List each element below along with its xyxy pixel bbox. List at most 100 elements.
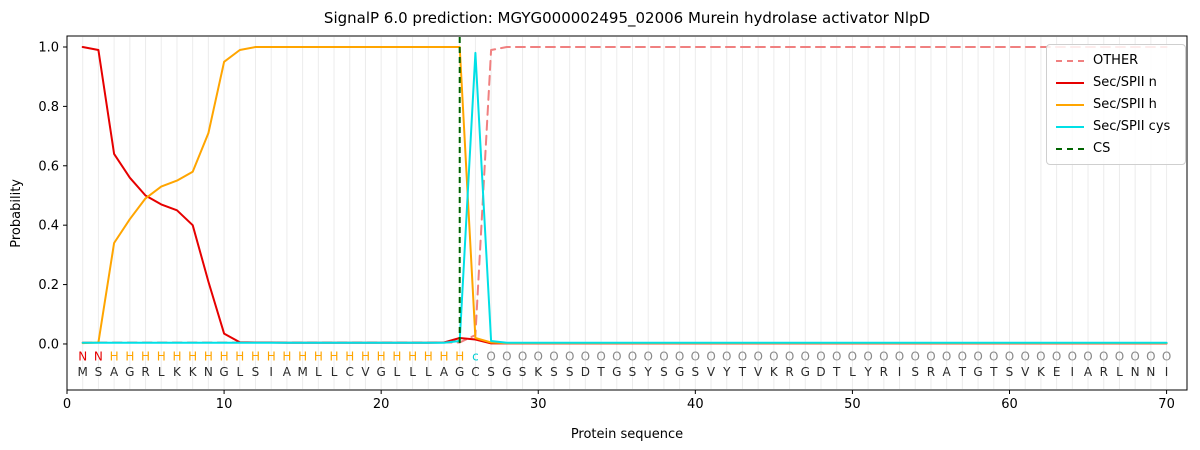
- sequence-letter: S: [629, 365, 637, 379]
- annotation-letter: O: [659, 349, 668, 363]
- legend-label: Sec/SPII n: [1093, 75, 1157, 90]
- series-line-other: [81, 46, 1168, 344]
- sequence-letter: V: [361, 365, 370, 379]
- sequence-letter: G: [125, 365, 134, 379]
- annotation-letter: H: [392, 349, 401, 363]
- annotation-letter: O: [549, 349, 558, 363]
- sequence-letter: T: [596, 365, 605, 379]
- legend-label: Sec/SPII cys: [1093, 119, 1171, 134]
- sequence-letter: Y: [863, 365, 872, 379]
- sequence-letter: A: [943, 365, 952, 379]
- annotation-letter: O: [911, 349, 920, 363]
- sequence-letter: K: [173, 365, 182, 379]
- annotation-letter: H: [298, 349, 307, 363]
- sequence-letter: A: [440, 365, 449, 379]
- sequence-letter: L: [394, 365, 401, 379]
- annotation-letter: O: [848, 349, 857, 363]
- annotation-letter: H: [424, 349, 433, 363]
- legend-item-sec-spii-h: Sec/SPII h: [1056, 96, 1176, 113]
- sequence-letter: G: [675, 365, 684, 379]
- annotation-letter: H: [204, 349, 213, 363]
- x-tick-label: 0: [63, 397, 71, 412]
- x-axis-label: Protein sequence: [570, 427, 684, 442]
- annotation-letter: O: [565, 349, 574, 363]
- legend-sec-spii-h-line-swatch: [1056, 103, 1084, 106]
- sequence-letter: L: [409, 365, 416, 379]
- sequence-letter: R: [927, 365, 935, 379]
- sequence-letter: N: [204, 365, 213, 379]
- annotation-letter: O: [753, 349, 762, 363]
- annotation-letter: O: [1130, 349, 1139, 363]
- sequence-letter: R: [141, 365, 149, 379]
- x-tick-label: 50: [844, 397, 861, 412]
- annotation-letter: H: [361, 349, 370, 363]
- legend-item-cs: CS: [1056, 140, 1176, 157]
- sequence-letter: C: [471, 365, 479, 379]
- annotation-letter: H: [377, 349, 386, 363]
- x-tick-label: 70: [1158, 397, 1175, 412]
- sequence-letter: A: [283, 365, 292, 379]
- annotation-letter: O: [769, 349, 778, 363]
- legend-cs-line-swatch: [1056, 147, 1084, 150]
- sequence-letter: L: [331, 365, 338, 379]
- annotation-letter: H: [110, 349, 119, 363]
- sequence-letter: S: [660, 365, 668, 379]
- sequence-letter: R: [785, 365, 793, 379]
- annotation-letter: O: [1068, 349, 1077, 363]
- sequence-letter: S: [550, 365, 558, 379]
- sequence-letter: G: [377, 365, 386, 379]
- legend-label: OTHER: [1093, 53, 1139, 68]
- annotation-letter: O: [596, 349, 605, 363]
- annotation-letter: H: [220, 349, 229, 363]
- sequence-letter: L: [425, 365, 432, 379]
- annotation-letter: O: [1005, 349, 1014, 363]
- axes-border: [66, 35, 1188, 391]
- sequence-letter: G: [612, 365, 621, 379]
- sequence-letter: L: [1116, 365, 1123, 379]
- annotation-letter: O: [738, 349, 747, 363]
- annotation-letter: O: [1099, 349, 1108, 363]
- legend-item-sec-spii-cys: Sec/SPII cys: [1056, 118, 1176, 135]
- sequence-letter: L: [849, 365, 856, 379]
- annotation-letter: O: [722, 349, 731, 363]
- sequence-letter: L: [315, 365, 322, 379]
- sequence-letter: S: [487, 365, 495, 379]
- x-tick-label: 30: [530, 397, 547, 412]
- sequence-letter: V: [1021, 365, 1030, 379]
- legend-label: CS: [1093, 141, 1111, 156]
- sequence-letter: K: [534, 365, 543, 379]
- annotation-letter: H: [188, 349, 197, 363]
- annotation-letter: H: [439, 349, 448, 363]
- annotation-letter: O: [973, 349, 982, 363]
- annotation-letter: O: [832, 349, 841, 363]
- sequence-letter: D: [816, 365, 825, 379]
- annotation-letter: H: [345, 349, 354, 363]
- sequence-letter: N: [1146, 365, 1155, 379]
- sequence-letter: R: [880, 365, 888, 379]
- legend-item-other: OTHER: [1056, 52, 1176, 69]
- annotation-letter: H: [314, 349, 323, 363]
- sequence-letter: S: [911, 365, 919, 379]
- sequence-letter: T: [989, 365, 998, 379]
- annotation-letter: O: [942, 349, 951, 363]
- sequence-letter: R: [1100, 365, 1108, 379]
- sequence-letter: K: [770, 365, 779, 379]
- annotation-letter: O: [502, 349, 511, 363]
- annotation-letter: H: [141, 349, 150, 363]
- annotation-letter: O: [1083, 349, 1092, 363]
- legend: OTHER Sec/SPII n Sec/SPII h Sec/SPII cys…: [1046, 44, 1186, 165]
- x-tick-label: 40: [687, 397, 704, 412]
- series-line-sec-spii-cys: [81, 51, 1168, 344]
- annotation-letter: O: [518, 349, 527, 363]
- sequence-letter: V: [754, 365, 763, 379]
- annotation-letter: c: [472, 349, 479, 363]
- sequence-letter: M: [297, 365, 307, 379]
- annotation-letter: O: [581, 349, 590, 363]
- sequence-letter: S: [519, 365, 527, 379]
- sequence-letter: T: [738, 365, 747, 379]
- sequence-letter: V: [707, 365, 716, 379]
- series-line-sec-spii-h: [81, 46, 1168, 345]
- sequence-letter: I: [1071, 365, 1075, 379]
- y-tick-label: 0.0: [38, 337, 59, 352]
- sequence-letter: N: [1131, 365, 1140, 379]
